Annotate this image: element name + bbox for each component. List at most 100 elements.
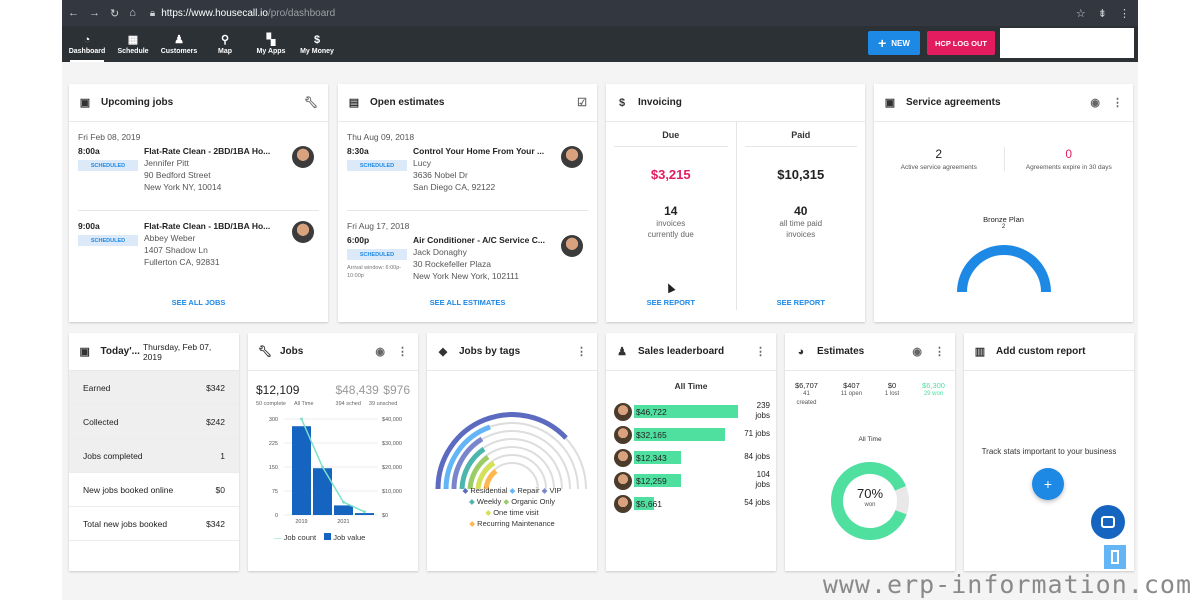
estimate-customer: Jack Donaghy	[413, 247, 467, 257]
add-report-button[interactable]: +	[1032, 468, 1064, 500]
today-row-value: $342	[206, 382, 225, 393]
more-vert-icon[interactable]: ⋮	[576, 346, 587, 358]
job-title: Flat-Rate Clean - 1BD/1BA Ho...	[144, 221, 271, 231]
new-button[interactable]: + NEW	[868, 31, 920, 55]
home-icon[interactable]: ⌂	[129, 6, 136, 19]
nav-map[interactable]: ⚲ Map	[204, 26, 246, 62]
eye-icon[interactable]: ◉	[375, 346, 385, 358]
won-percent: 70%	[856, 486, 884, 501]
estimate-city: New York New York, 102111	[413, 271, 520, 281]
leaderboard-row[interactable]: $12,259 104 jobs	[614, 470, 770, 492]
nav-dashboard[interactable]: ◔ Dashboard	[66, 26, 108, 62]
jobs-card: 🔧︎ Jobs ◉ ⋮ $12,109 $48,439 $976 50 compl…	[248, 333, 418, 571]
wrench-icon[interactable]: 🔧︎	[304, 97, 318, 109]
estimate-item[interactable]: 8:30a SCHEDULED Control Your Home From Y…	[338, 142, 597, 210]
forward-icon[interactable]: →	[89, 6, 100, 19]
sales-leaderboard-title: Sales leaderboard	[638, 346, 725, 357]
nav-my-apps-label: My Apps	[256, 47, 286, 55]
checklist-icon[interactable]: ☑	[577, 97, 587, 109]
paid-count-label-2: invoices	[786, 230, 816, 239]
jobs-sub-alltime: All Time	[293, 401, 314, 407]
leaderboard-row[interactable]: $12,343 84 jobs	[614, 447, 770, 469]
nav-schedule[interactable]: ▦ Schedule	[112, 26, 154, 62]
jobs-chart: 300 $40,000 225 $30,000 150 $20,000 75 $10,000 0…	[269, 417, 402, 525]
more-vert-icon[interactable]: ⋮	[397, 346, 408, 358]
extension-icon[interactable]: ⇟	[1097, 7, 1107, 20]
leaderboard-row[interactable]: $5,661 54 jobs	[614, 493, 770, 515]
see-all-jobs-link[interactable]: SEE ALL JOBS	[171, 298, 226, 307]
right-tick-label: $20,000	[382, 465, 402, 471]
today-row: Collected $242	[69, 405, 239, 439]
chat-button[interactable]	[1091, 505, 1125, 539]
legend-job-count: Job count	[283, 533, 317, 542]
side-panel-toggle[interactable]	[1104, 545, 1126, 569]
job-count-point	[342, 500, 345, 504]
logout-button[interactable]: HCP LOG OUT	[927, 31, 995, 55]
invoicing-title: Invoicing	[638, 97, 682, 108]
estimates-title: Estimates	[817, 346, 865, 357]
job-item[interactable]: 9:00a SCHEDULED Flat-Rate Clean - 1BD/1B…	[69, 217, 328, 285]
more-vert-icon[interactable]: ⋮	[934, 346, 945, 358]
job-customer: Abbey Weber	[144, 233, 196, 243]
service-agreements-card: ▣ Service agreements ◉ ⋮ 2 Active service…	[874, 84, 1133, 322]
paid-see-report-link[interactable]: SEE REPORT	[776, 298, 825, 307]
estimate-item[interactable]: 6:00p SCHEDULED Arrival window: 6:00p-10…	[338, 231, 597, 299]
expiring-agreements-label: Agreements expire in 30 days	[1025, 164, 1112, 171]
jobs-sub-unsched: 39 unsched	[368, 401, 398, 407]
estimates-won: $6,300 29 won	[922, 381, 945, 408]
nav-customers[interactable]: ♟ Customers	[158, 26, 200, 62]
open-estimates-title: Open estimates	[370, 97, 445, 108]
new-button-label: NEW	[891, 38, 910, 48]
tag-label: Organic Only	[511, 497, 556, 506]
divider	[78, 210, 319, 211]
address-bar[interactable]: 🔒︎ https://www.housecall.io/pro/dashboar…	[150, 8, 335, 19]
today-row-value: 1	[220, 450, 225, 461]
pie-chart-icon: ◕	[797, 345, 805, 358]
tag-label: Residential	[470, 486, 508, 495]
open-estimates-header: ▤ Open estimates ☑	[338, 84, 597, 122]
leaderboard-row[interactable]: $32,165 71 jobs	[614, 424, 770, 446]
dollar-icon: $	[618, 96, 626, 109]
browser-bar: ← → ↻ ⌂ 🔒︎ https://www.housecall.io/pro/…	[62, 0, 1138, 26]
due-amount: $3,215	[650, 167, 691, 182]
leaderboard-bar: $12,259	[634, 474, 681, 487]
leaderboard-row[interactable]: $46,722 239 jobs	[614, 401, 770, 423]
status-badge: SCHEDULED	[347, 249, 407, 260]
estimate-date: Thu Aug 09, 2018	[347, 132, 415, 142]
url-host: https://www.housecall.io	[161, 7, 268, 19]
tag-dot-icon: ◆	[468, 497, 475, 506]
avatar	[561, 235, 583, 257]
customers-icon: ♟	[174, 33, 184, 46]
est-sub: 29 won	[923, 391, 944, 397]
estimate-time: 8:30a	[347, 146, 369, 156]
eye-icon[interactable]: ◉	[912, 346, 922, 358]
back-icon[interactable]: ←	[68, 6, 79, 19]
nav-my-apps[interactable]: ▚ My Apps	[250, 26, 292, 62]
expiring-agreements: 0 Agreements expire in 30 days	[1003, 147, 1134, 171]
people-icon: ♟	[617, 346, 627, 358]
today-card: ▣ Today'... Thursday, Feb 07, 2019 Earne…	[69, 333, 239, 571]
see-all-estimates-link[interactable]: SEE ALL ESTIMATES	[429, 298, 506, 307]
nav-schedule-label: Schedule	[117, 47, 149, 55]
left-tick-label: 150	[269, 465, 278, 471]
eye-icon[interactable]: ◉	[1090, 97, 1100, 109]
nav-my-money[interactable]: $ My Money	[296, 26, 338, 62]
star-icon[interactable]: ☆	[1075, 7, 1086, 20]
upcoming-jobs-title: Upcoming jobs	[101, 97, 174, 108]
more-vert-icon[interactable]: ⋮	[1112, 97, 1123, 109]
reload-icon[interactable]: ↻	[110, 7, 120, 20]
job-item[interactable]: 8:00a SCHEDULED Flat-Rate Clean - 2BD/1B…	[69, 142, 328, 210]
more-vert-icon[interactable]: ⋮	[755, 346, 766, 358]
invoicing-header: $ Invoicing	[606, 84, 865, 122]
job-street: 90 Bedford Street	[144, 170, 211, 180]
divider	[347, 210, 588, 211]
invoicing-paid: Paid $10,315 40 all time paid invoices S…	[735, 122, 866, 310]
job-value-bar	[355, 513, 374, 515]
menu-icon[interactable]: ⋮	[1119, 7, 1130, 20]
est-sub: 11 open	[840, 391, 863, 397]
estimate-title: Control Your Home From Your ...	[413, 146, 545, 156]
clipboard-icon: ▤	[348, 97, 360, 109]
x-tick-label: 2021	[337, 519, 349, 525]
due-see-report-link[interactable]: SEE REPORT	[646, 298, 695, 307]
watermark: www.erp-information.com	[822, 570, 1192, 599]
